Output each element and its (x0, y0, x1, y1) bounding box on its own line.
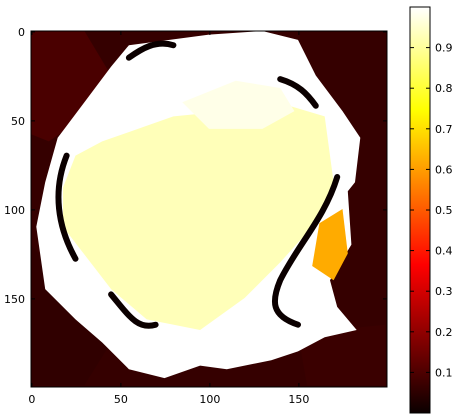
x-tick-label: 0 (28, 393, 35, 406)
colorbar-tick-label: 0.2 (435, 326, 453, 339)
x-tick-label: 100 (199, 393, 220, 406)
y-axis: 0 50 100 150 (4, 26, 387, 306)
shadow-lower-left (108, 291, 159, 329)
y-tick-label: 50 (11, 115, 25, 128)
central-blob-region (63, 105, 334, 330)
heatmap-image (31, 31, 387, 387)
colorbar-gradient (410, 7, 430, 413)
plot-frame (30, 30, 388, 388)
shadow-top-left (125, 40, 177, 61)
colorbar-tick-label: 0.8 (435, 82, 453, 95)
shadow-right-arc (271, 174, 341, 328)
colorbar-tick-label: 0.9 (435, 42, 453, 55)
x-axis: 0 50 100 150 (28, 31, 309, 406)
colorbar-tick-label: 0.3 (435, 285, 453, 298)
y-tick-label: 0 (18, 26, 25, 39)
colorbar-tick-label: 0.7 (435, 123, 453, 136)
y-tick-label: 100 (4, 204, 25, 217)
colorbar-tick-label: 0.6 (435, 163, 453, 176)
upper-left-dark-red-region (31, 31, 112, 142)
right-orange-patch-region (312, 209, 348, 281)
shadow-top-right (277, 76, 319, 109)
colorbar: 0.1 0.2 0.3 0.4 0.5 0.6 0.7 0.8 0.9 (409, 6, 453, 414)
lower-right-dark-red-region (298, 324, 386, 386)
colorbar-tick-label: 0.5 (435, 204, 453, 217)
x-tick-label: 150 (288, 393, 309, 406)
y-tick-label: 150 (4, 293, 25, 306)
colorbar-ticks: 0.1 0.2 0.3 0.4 0.5 0.6 0.7 0.8 0.9 (410, 42, 453, 379)
colorbar-tick-label: 0.4 (435, 245, 453, 258)
shadow-left-arc (55, 152, 79, 262)
upper-highlight-region (182, 80, 295, 129)
colorbar-tick-label: 0.1 (435, 366, 453, 379)
x-tick-label: 50 (114, 393, 128, 406)
